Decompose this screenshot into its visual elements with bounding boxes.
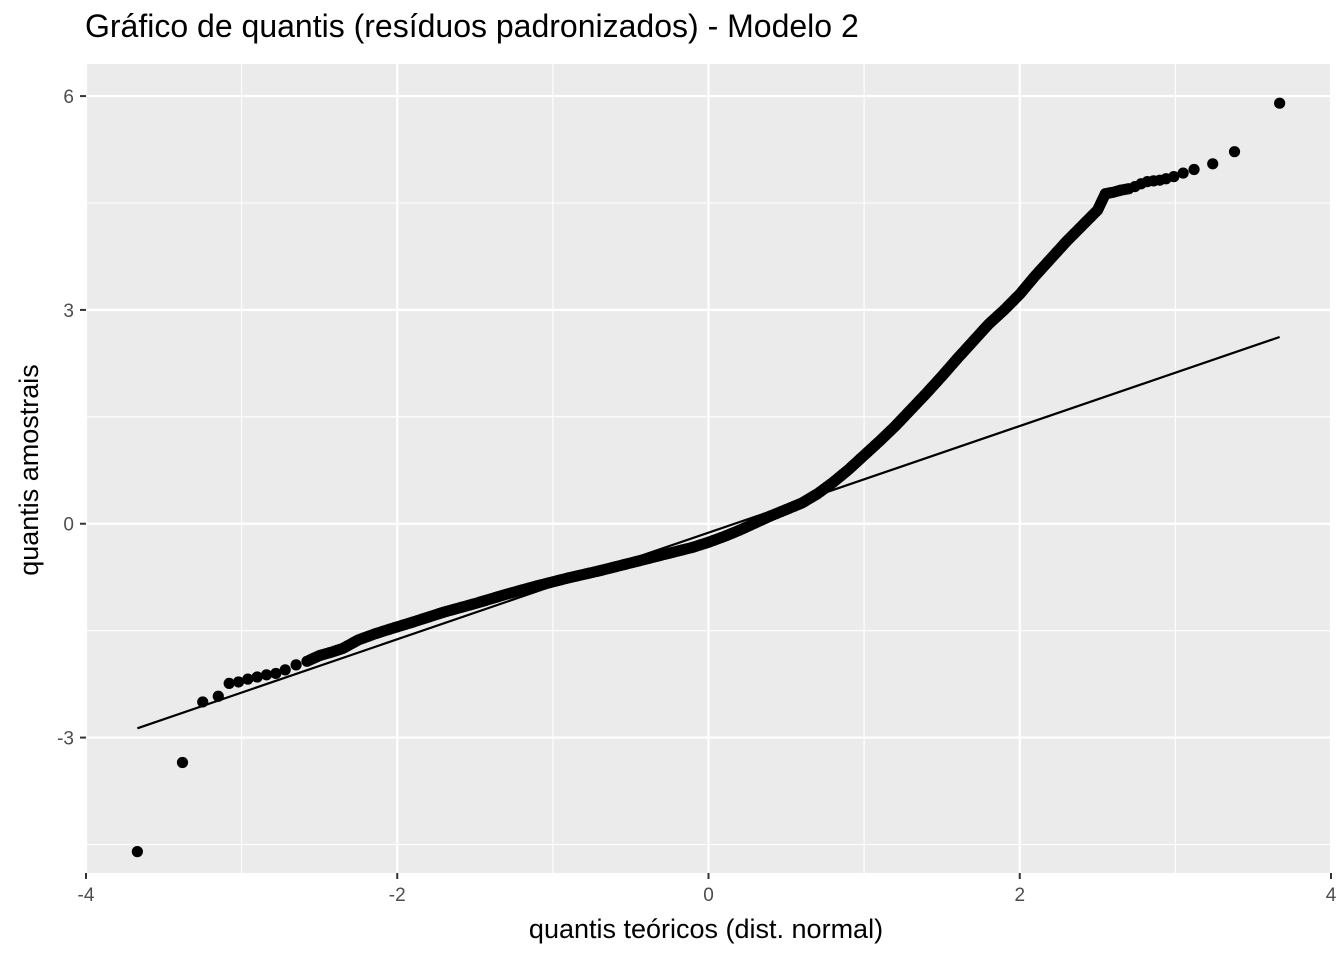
x-tick-label: 4 bbox=[1326, 885, 1337, 906]
data-point bbox=[1207, 158, 1219, 170]
reference-line bbox=[136, 335, 1281, 730]
x-tick-label: -4 bbox=[78, 885, 95, 906]
data-points bbox=[131, 97, 1286, 858]
data-point bbox=[1177, 167, 1189, 179]
x-tick-label: -2 bbox=[389, 885, 406, 906]
data-point bbox=[260, 669, 273, 681]
x-tick-label: 2 bbox=[1014, 885, 1025, 906]
data-point bbox=[131, 846, 143, 858]
y-tick-label: 3 bbox=[63, 301, 74, 322]
data-point bbox=[290, 659, 302, 671]
data-point bbox=[176, 756, 189, 769]
data-point bbox=[223, 677, 235, 690]
data-point bbox=[270, 667, 282, 680]
y-tick-label: -3 bbox=[57, 729, 74, 750]
y-axis: -3 0 3 6 bbox=[57, 87, 86, 750]
data-point bbox=[232, 676, 245, 688]
data-point bbox=[1274, 97, 1286, 109]
data-point bbox=[1168, 171, 1180, 183]
y-tick-label: 6 bbox=[63, 87, 74, 108]
data-point bbox=[212, 690, 224, 702]
y-axis-title: quantis amostrais bbox=[14, 364, 44, 576]
x-tick-label: 0 bbox=[703, 885, 714, 906]
data-point bbox=[197, 696, 209, 708]
reference-line-layer bbox=[136, 335, 1281, 730]
data-point bbox=[1188, 163, 1200, 176]
chart-title: Gráfico de quantis (resíduos padronizado… bbox=[85, 8, 859, 44]
data-point bbox=[242, 673, 254, 685]
x-axis: -4 -2 0 2 4 bbox=[78, 873, 1337, 906]
x-axis-title: quantis teóricos (dist. normal) bbox=[529, 914, 883, 944]
data-point bbox=[1228, 146, 1241, 158]
y-tick-label: 0 bbox=[63, 515, 74, 536]
data-point bbox=[279, 664, 291, 676]
data-point bbox=[251, 671, 263, 683]
